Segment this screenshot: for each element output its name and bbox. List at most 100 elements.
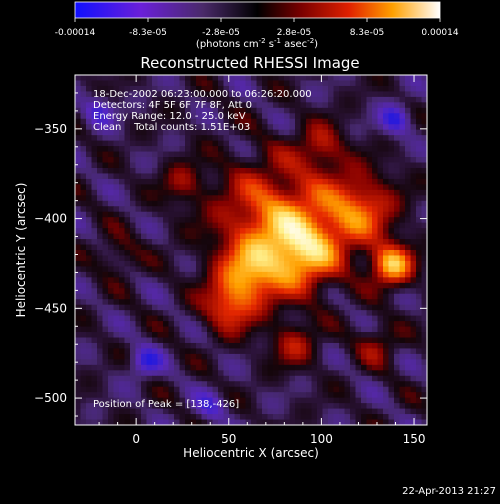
heatmap-cell: [196, 91, 202, 98]
heatmap-cell: [344, 299, 351, 306]
heatmap-cell: [146, 342, 153, 349]
heatmap-cell: [91, 271, 98, 278]
heatmap-cell: [284, 135, 290, 142]
heatmap-cell: [91, 353, 98, 360]
heatmap-cell: [190, 332, 197, 338]
heatmap-cell: [229, 419, 235, 426]
heatmap-cell: [91, 157, 98, 163]
heatmap-cell: [399, 91, 406, 98]
heatmap-cell: [75, 260, 81, 267]
heatmap-cell: [190, 408, 197, 415]
heatmap-cell: [344, 397, 351, 404]
heatmap-cell: [97, 260, 103, 267]
heatmap-cell: [284, 250, 290, 256]
heatmap-cell: [124, 217, 131, 224]
heatmap-cell: [295, 200, 301, 207]
heatmap-cell: [350, 408, 356, 415]
heatmap-cell: [185, 239, 191, 245]
heatmap-cell: [80, 146, 87, 152]
heatmap-cell: [91, 315, 98, 322]
heatmap-cell: [196, 321, 202, 327]
heatmap-cell: [394, 239, 400, 245]
heatmap-cell: [190, 359, 197, 366]
heatmap-cell: [223, 162, 230, 169]
heatmap-cell: [361, 151, 367, 158]
heatmap-cell: [311, 403, 318, 409]
heatmap-cell: [328, 408, 334, 415]
heatmap-cell: [240, 419, 246, 426]
heatmap-cell: [278, 206, 285, 213]
heatmap-cell: [366, 375, 373, 382]
heatmap-cell: [185, 113, 191, 120]
heatmap-cell: [174, 228, 180, 234]
heatmap-cell: [102, 282, 109, 289]
heatmap-cell: [306, 408, 312, 415]
heatmap-cell: [174, 107, 180, 114]
heatmap-cell: [300, 266, 307, 273]
heatmap-cell: [212, 167, 219, 174]
heatmap-cell: [185, 222, 191, 229]
heatmap-cell: [289, 381, 296, 388]
heatmap-cell: [80, 195, 87, 202]
heatmap-cell: [300, 375, 307, 382]
heatmap-cell: [245, 195, 252, 202]
heatmap-cell: [168, 419, 175, 426]
heatmap-cell: [339, 386, 345, 393]
heatmap-cell: [168, 370, 175, 377]
heatmap-cell: [75, 370, 81, 377]
heatmap-cell: [108, 173, 114, 180]
heatmap-cell: [278, 419, 285, 426]
heatmap-cell: [284, 414, 290, 420]
heatmap-cell: [245, 282, 252, 289]
heatmap-cell: [383, 304, 389, 311]
heatmap-cell: [124, 233, 131, 240]
heatmap-cell: [306, 299, 312, 306]
heatmap-cell: [135, 386, 142, 393]
heatmap-cell: [416, 140, 422, 147]
heatmap-cell: [97, 195, 103, 202]
heatmap-cell: [113, 233, 120, 240]
heatmap-cell: [130, 397, 136, 404]
heatmap-cell: [179, 392, 186, 399]
heatmap-cell: [267, 85, 274, 92]
heatmap-cell: [240, 260, 246, 267]
heatmap-cell: [86, 326, 92, 333]
heatmap-cell: [350, 239, 356, 245]
heatmap-cell: [399, 266, 406, 273]
heatmap-cell: [146, 326, 153, 333]
heatmap-cell: [284, 157, 290, 163]
heatmap-cell: [289, 304, 296, 311]
heatmap-cell: [124, 222, 131, 229]
heatmap-cell: [251, 310, 257, 317]
heatmap-cell: [361, 222, 367, 229]
heatmap-cell: [421, 118, 428, 125]
heatmap-cell: [240, 162, 246, 169]
heatmap-cell: [223, 348, 230, 355]
heatmap-cell: [157, 381, 164, 388]
heatmap-cell: [289, 96, 296, 103]
heatmap-cell: [278, 178, 285, 185]
heatmap-cell: [383, 310, 389, 317]
heatmap-cell: [185, 304, 191, 311]
heatmap-cell: [399, 326, 406, 333]
heatmap-cell: [355, 211, 362, 218]
heatmap-cell: [262, 102, 268, 109]
heatmap-cell: [207, 403, 213, 409]
heatmap-cell: [179, 96, 186, 103]
heatmap-cell: [201, 353, 208, 360]
heatmap-cell: [289, 184, 296, 191]
heatmap-cell: [163, 282, 169, 289]
heatmap-cell: [240, 310, 246, 317]
heatmap-cell: [355, 293, 362, 300]
heatmap-cell: [399, 129, 406, 136]
heatmap-cell: [333, 91, 340, 98]
heatmap-cell: [383, 85, 389, 92]
heatmap-cell: [399, 173, 406, 180]
heatmap-cell: [339, 75, 345, 81]
heatmap-cell: [146, 408, 153, 415]
heatmap-cell: [91, 250, 98, 256]
heatmap-cell: [245, 310, 252, 317]
heatmap-cell: [361, 282, 367, 289]
heatmap-cell: [174, 260, 180, 267]
heatmap-cell: [251, 146, 257, 152]
